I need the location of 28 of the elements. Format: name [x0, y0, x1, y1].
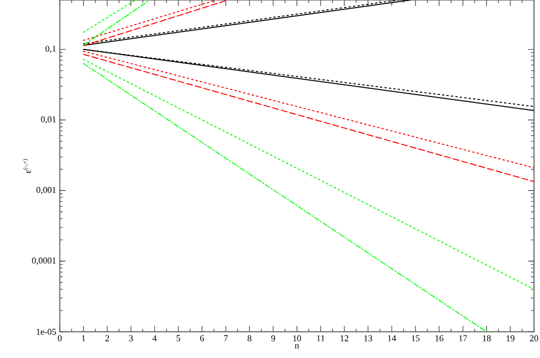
x-tick-label: 0 — [58, 335, 62, 342]
x-tick-label: 6 — [200, 335, 204, 342]
y-tick-label: 0,01 — [40, 116, 56, 124]
x-tick-label: 15 — [412, 335, 420, 342]
x-axis-title: n — [294, 344, 299, 349]
x-tick-label: 11 — [317, 335, 324, 342]
x-tick-label: 18 — [482, 335, 491, 342]
x-tick-label: 7 — [224, 335, 228, 342]
y-axis-title: ε$^{(-,+)}$ — [22, 159, 31, 174]
x-tick-label: 20 — [530, 335, 538, 342]
x-tick-label: 14 — [388, 335, 396, 342]
y-tick-label: 0,1 — [45, 46, 56, 54]
x-tick-label: 1 — [82, 335, 86, 342]
x-tick-label: 9 — [271, 335, 276, 342]
x-tick-label: 17 — [459, 335, 468, 342]
x-tick-label: 8 — [248, 335, 252, 342]
y-tick-label: 1e-05 — [36, 328, 56, 335]
x-tick-label: 16 — [435, 335, 444, 342]
x-tick-label: 10 — [293, 335, 302, 342]
x-tick-label: 12 — [340, 335, 348, 342]
y-tick-label: 0,001 — [36, 187, 56, 194]
x-tick-label: 5 — [176, 335, 180, 342]
x-tick-label: 19 — [506, 335, 514, 342]
x-tick-label: 2 — [105, 335, 109, 342]
x-tick-label: 13 — [364, 335, 372, 342]
x-tick-label: 4 — [152, 335, 157, 342]
y-tick-label: 0,0001 — [32, 258, 56, 265]
x-tick-label: 3 — [129, 335, 133, 342]
